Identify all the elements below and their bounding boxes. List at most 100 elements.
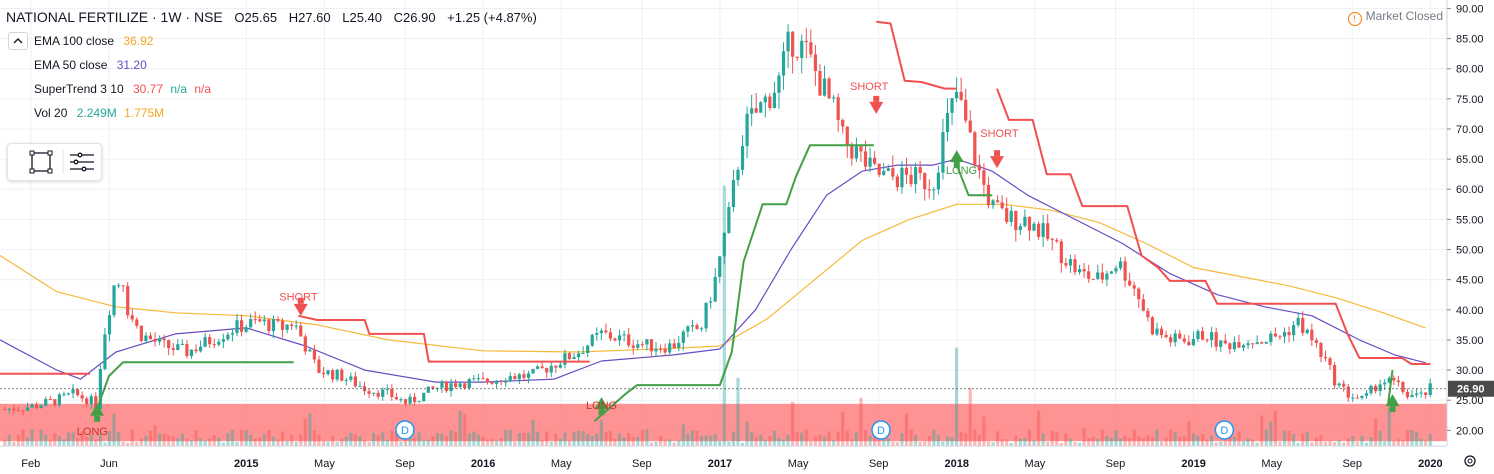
volume-bar — [299, 434, 303, 446]
candle-body — [1342, 383, 1346, 387]
volume-bar — [16, 435, 20, 446]
candle-body — [909, 174, 913, 185]
signal-label: SHORT — [850, 81, 889, 93]
dividend-circle — [395, 420, 415, 440]
volume-bar — [636, 436, 640, 446]
candle-body — [1369, 385, 1373, 394]
volume-bar — [276, 439, 280, 446]
candle-body — [927, 189, 931, 191]
volume-bar — [1109, 437, 1114, 446]
candle-body — [695, 325, 699, 329]
volume-bar — [1009, 442, 1013, 446]
volume-bar — [1169, 429, 1173, 446]
candle-body — [832, 97, 836, 99]
volume-bar — [467, 433, 471, 446]
short-arrow-icon — [293, 303, 308, 316]
volume-bar — [973, 429, 977, 446]
candle-body — [390, 388, 394, 398]
volume-bar — [249, 434, 253, 446]
candle-body — [157, 338, 162, 342]
legend-ema100[interactable]: EMA 100 close 36.92 — [34, 34, 153, 48]
volume-bar — [690, 430, 695, 446]
candle-body — [294, 325, 298, 327]
candle-body — [1292, 325, 1296, 336]
candle-body — [1055, 239, 1059, 242]
candle-body — [750, 108, 754, 114]
ema50-label: EMA 50 close — [34, 58, 108, 72]
volume-bar — [121, 441, 125, 446]
signal-label: SHORT — [279, 292, 318, 304]
symbol-title[interactable]: NATIONAL FERTILIZE · 1W · NSE — [6, 9, 223, 25]
candle-body — [1169, 337, 1173, 343]
volume-bar — [613, 438, 617, 446]
price-tick-label: 85.00 — [1456, 34, 1484, 46]
candle-body — [349, 376, 353, 380]
market-status-label: Market Closed — [1365, 9, 1443, 23]
candle-body — [923, 173, 927, 190]
candle-body — [408, 396, 412, 404]
clock-warning-icon: ! — [1347, 12, 1362, 26]
volume-bar — [809, 440, 813, 446]
price-tick-label: 25.00 — [1456, 395, 1484, 407]
candle-body — [645, 339, 649, 345]
legend-volume[interactable]: Vol 20 2.249M 1.775M — [34, 106, 164, 120]
volume-bar — [303, 418, 307, 446]
volume-bar — [444, 435, 449, 446]
market-status[interactable]: ! Market Closed — [1347, 9, 1443, 26]
candle-body — [1228, 343, 1232, 350]
collapse-indicators-button[interactable] — [8, 32, 28, 50]
volume-bar — [353, 434, 358, 446]
volume-bar — [859, 397, 863, 446]
volume-bar — [558, 438, 562, 446]
volume-bar — [1137, 436, 1141, 446]
volume-bar — [308, 413, 312, 446]
volume-bar — [349, 432, 353, 446]
long-arrow-stem — [94, 415, 101, 422]
candle-body — [854, 146, 858, 159]
rectangle-tool-icon[interactable] — [29, 150, 53, 174]
time-tick-label: Sep — [1342, 458, 1362, 470]
candle-body — [818, 71, 822, 96]
legend-ema50[interactable]: EMA 50 close 31.20 — [34, 58, 147, 72]
candle-body — [495, 380, 499, 384]
candle-body — [813, 54, 818, 72]
volume-bar — [1096, 438, 1100, 446]
price-axis[interactable]: 20.00 25.00 30.00 35.00 40.00 45.00 50.00 55.00… — [1446, 0, 1484, 446]
volume-bar — [936, 434, 940, 446]
candle-body — [62, 393, 66, 395]
volume-bar — [116, 431, 121, 446]
price-tick-label: 35.00 — [1456, 335, 1484, 347]
price-tick-label: 90.00 — [1456, 3, 1484, 15]
candle-body — [1091, 278, 1095, 280]
volume-bar — [144, 435, 148, 446]
volume-bar — [777, 437, 781, 446]
long-arrow-stem — [1389, 406, 1396, 413]
candle-body — [567, 353, 572, 360]
candle-body — [249, 319, 253, 328]
volume-bar — [1077, 442, 1082, 446]
candle-body — [208, 337, 212, 345]
volume-bar — [1387, 407, 1391, 446]
legend-supertrend[interactable]: SuperTrend 3 10 30.77 n/a n/a — [34, 82, 211, 96]
lines-settings-icon[interactable] — [70, 152, 94, 172]
dividend-circle — [1214, 420, 1235, 440]
candle-body — [1428, 383, 1432, 396]
volume-bar — [107, 431, 112, 446]
candle-body — [1210, 332, 1214, 341]
candle-body — [76, 389, 80, 396]
volume-bar — [44, 434, 48, 446]
volume-bar — [945, 436, 950, 446]
volume-bar — [608, 430, 613, 446]
volume-bar — [622, 437, 626, 446]
volume-bar — [1269, 421, 1273, 446]
time-tick-label: Sep — [1106, 458, 1126, 470]
candle-body — [991, 200, 995, 206]
candle-body — [267, 319, 271, 332]
time-axis[interactable]: Feb Jun 2015 May Sep 2016 May Sep 2017 May Sep 2018… — [0, 445, 1476, 470]
candle-body — [731, 180, 736, 208]
candle-body — [413, 396, 417, 403]
volume-bar — [995, 431, 1000, 446]
volume-bar — [699, 435, 704, 446]
